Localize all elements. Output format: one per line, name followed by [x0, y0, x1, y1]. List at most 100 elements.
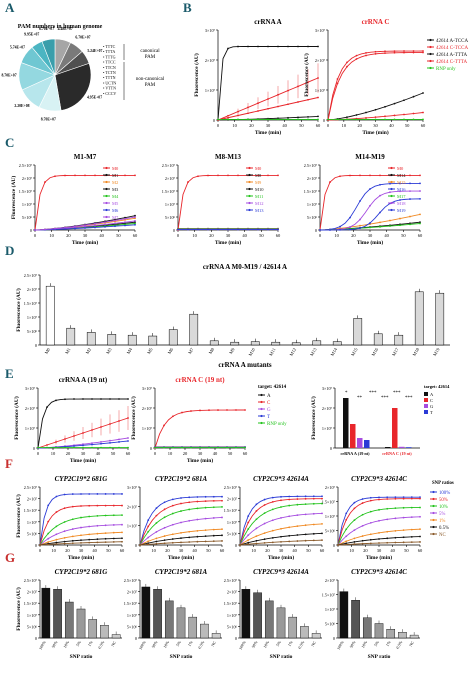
- panel-f-3-point: [402, 516, 405, 519]
- panel-b-1-point: [422, 51, 424, 54]
- panel-f-2-point: [304, 497, 307, 500]
- panel-c-2-point: [389, 225, 391, 227]
- panel-e-legend-marker: [260, 421, 263, 425]
- panel-b-0-xtick-label: 60: [316, 123, 321, 128]
- panel-e-0-point: [118, 438, 120, 441]
- panel-b-0-point: [227, 116, 229, 119]
- bar-M0: [45, 285, 55, 346]
- panel-g-1-ytick-label: 0: [135, 636, 137, 641]
- panel-c-2-legend-label: M14: [397, 173, 406, 178]
- bar-label-5%: 5%: [175, 639, 182, 647]
- panel-e-1-xlabel: Time (min): [187, 457, 213, 464]
- panel-f-0-point: [104, 493, 107, 495]
- panel-c-0-point: [134, 222, 136, 225]
- panel-b-1-point: [412, 112, 415, 115]
- panel-b-0-point: [307, 45, 309, 48]
- panel-b-1-xtick-label: 60: [421, 123, 426, 128]
- panel-c-1-point: [267, 228, 269, 231]
- panel-f-2-point: [312, 523, 315, 526]
- panel-c-0-point: [74, 225, 76, 228]
- panel-c-0-xtick-label: 50: [116, 233, 121, 238]
- panel-e-0-point: [91, 398, 93, 400]
- panel-f-2-point: [263, 522, 266, 525]
- panel-e-0-point: [100, 442, 102, 445]
- panel-f-3-point: [361, 535, 364, 537]
- panel-e-1-ytick-label: 1×10⁷: [142, 426, 153, 431]
- bar-label-M14: M14: [330, 346, 339, 357]
- bar-label-NC: NC: [110, 640, 117, 648]
- panel-f-1-xtick-label: 40: [192, 548, 197, 553]
- pie-group-label: PAM: [145, 83, 156, 88]
- panel-f-2-title: CYP2C9*3 42614A: [253, 475, 309, 483]
- panel-b-0-point: [257, 110, 259, 112]
- panel-f-0-point: [80, 526, 82, 529]
- panel-f: 0 5×10⁶ 1×10⁷ 1.5×10⁷ 2×10⁷ 2.5×10⁷ 0 10 20 30 40 5…: [15, 475, 454, 561]
- panel-e-1-point: [226, 446, 228, 449]
- panel-f-0-point: [121, 537, 123, 540]
- bar-label-M13: M13: [309, 346, 318, 357]
- panel-f-legend-marker: [432, 490, 435, 494]
- panel-g-0-ytick-label: 5×10⁶: [27, 624, 38, 629]
- panel-d-ytick-label: 5×10⁶: [27, 329, 38, 334]
- panel-b-1-ytick-label: 3×10⁷: [315, 28, 326, 33]
- panel-e-significance: **: [357, 396, 363, 401]
- panel-e-0-point: [64, 446, 66, 449]
- panel-b-1-ylabel: Fluorescence (AU): [303, 53, 310, 97]
- panel-f-2-point: [263, 504, 266, 506]
- panel-e-1-point: [199, 446, 201, 449]
- panel-f-2-point: [288, 498, 291, 501]
- pie-legend-item: • TTTA: [103, 49, 115, 54]
- panel-b-1-point: [346, 118, 348, 121]
- panel-e-1-point: [199, 409, 201, 412]
- panel-f-2-point: [312, 502, 315, 505]
- panel-f-0-point: [96, 504, 99, 507]
- pie-slice-label: 4.95E+07: [87, 96, 102, 100]
- pie-slice-label: 8.70E+07: [41, 118, 56, 122]
- panel-f-2-ytick-label: 0: [235, 543, 237, 548]
- panel-e-0-series-G: [37, 437, 129, 449]
- panel-e-0-point: [127, 440, 129, 442]
- bar-label-M4: M4: [126, 346, 134, 355]
- panel-f-1-point: [204, 517, 207, 520]
- bar-crRNA C (19 nt)-G: [399, 446, 405, 448]
- panel-f-2-point: [321, 539, 323, 542]
- panel-b-1-point: [384, 52, 386, 55]
- panel-f-3-ytick-label: 1.5×10⁷: [322, 500, 336, 505]
- panel-f-1-point: [163, 516, 166, 519]
- bar-0.5%: [200, 623, 209, 639]
- panel-f-0-point: [88, 538, 91, 541]
- panel-e-legend-label: T: [267, 415, 270, 420]
- panel-e-1-point: [235, 409, 237, 411]
- panel-f-3-point: [378, 519, 380, 522]
- panel-f-2-point: [255, 510, 258, 512]
- panel-f-0-point: [47, 520, 50, 523]
- pie-slice-TTCC: [54, 63, 92, 111]
- panel-c-0-xtick-label: 20: [66, 233, 71, 238]
- panel-f-2-xtick-label: 10: [251, 548, 256, 553]
- panel-f-1-point: [147, 519, 150, 522]
- panel-b-0-point: [227, 118, 229, 121]
- panel-e-1-xtick-label: 20: [183, 451, 188, 456]
- panel-b-1-point: [384, 105, 386, 108]
- bar-100%: [41, 587, 51, 639]
- panel-f-3-point: [386, 498, 389, 500]
- panel-e-1-series-C: [154, 409, 246, 449]
- bar-label-1%: 1%: [287, 639, 294, 647]
- panel-e-0-point: [91, 442, 93, 445]
- panel-f-0-point: [88, 515, 91, 518]
- panel-f-2-point: [280, 516, 282, 519]
- panel-e-0-point: [127, 398, 129, 400]
- panel-b-legend-marker: [429, 45, 432, 49]
- panel-c-1-point: [227, 174, 229, 177]
- panel-f-2-point: [288, 495, 291, 498]
- panel-f-2-point: [239, 544, 241, 546]
- panel-c-0-legend-label: M0: [112, 166, 119, 171]
- panel-f-1-point: [171, 512, 174, 515]
- panel-c-2-legend-marker: [390, 201, 393, 205]
- panel-f-0-series-100-: [39, 493, 122, 546]
- panel-b-0-point: [267, 118, 269, 121]
- panel-f-2-point: [312, 497, 315, 500]
- panel-f-2-ytick-label: 1×10⁷: [227, 520, 238, 525]
- panel-f-3-xtick-label: 0: [337, 548, 340, 553]
- panel-c-2-point: [409, 223, 411, 226]
